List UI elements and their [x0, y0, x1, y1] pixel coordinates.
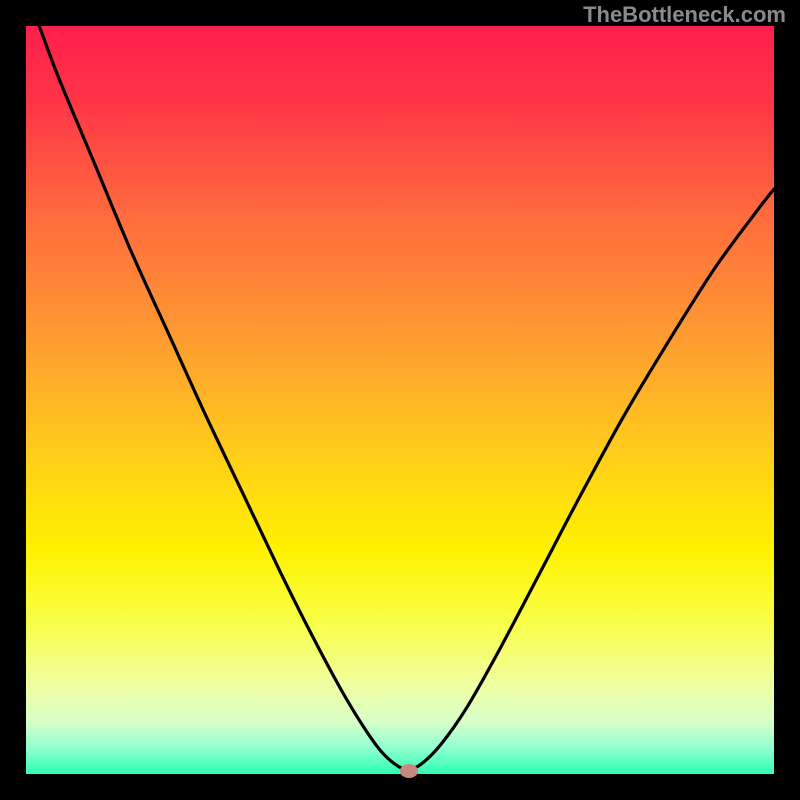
- watermark-label: TheBottleneck.com: [583, 2, 786, 28]
- chart-svg: [0, 0, 800, 800]
- gradient-background: [26, 26, 774, 774]
- operating-point-marker: [400, 764, 418, 778]
- chart-root: TheBottleneck.com: [0, 0, 800, 800]
